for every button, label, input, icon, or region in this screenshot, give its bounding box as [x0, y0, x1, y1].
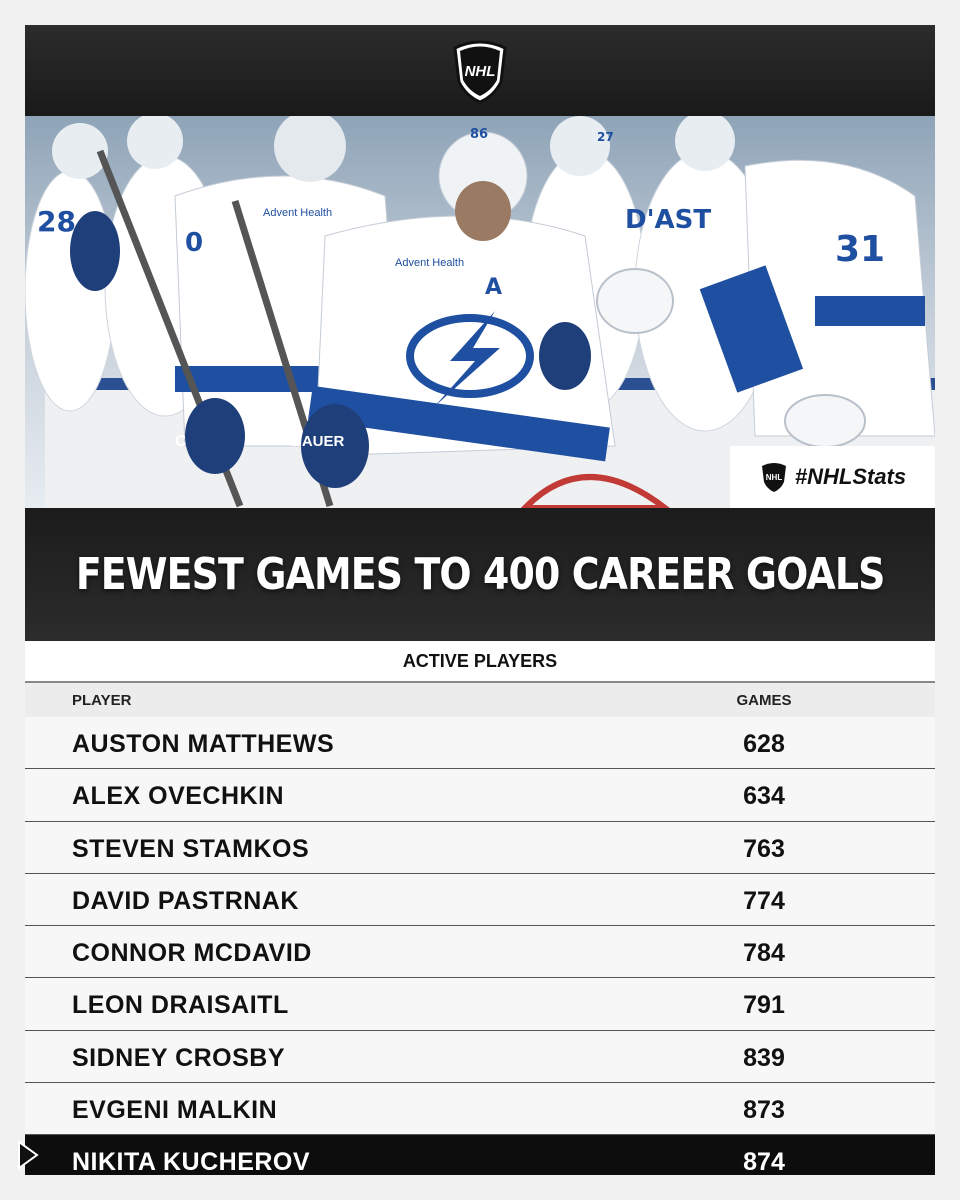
- player-name: SIDNEY CROSBY: [72, 1043, 286, 1072]
- column-header-player: PLAYER: [72, 692, 132, 709]
- table-row: LEON DRAISAITL 791: [25, 978, 935, 1031]
- nhl-logo-icon: NHL: [453, 40, 507, 104]
- svg-text:BAUER: BAUER: [291, 433, 345, 450]
- table-subtitle: ACTIVE PLAYERS: [25, 641, 935, 683]
- table-row-highlighted: NIKITA KUCHEROV 874: [25, 1135, 935, 1175]
- table-row: DAVID PASTRNAK 774: [25, 873, 935, 927]
- player-name: CONNOR MCDAVID: [72, 939, 312, 968]
- table-row: CONNOR MCDAVID 784: [25, 926, 935, 979]
- games-value: 791: [743, 991, 785, 1020]
- games-value: 874: [743, 1148, 785, 1175]
- games-value: 784: [743, 939, 785, 968]
- svg-text:31: 31: [835, 229, 885, 270]
- hashtag-text: #NHLStats: [794, 464, 907, 489]
- games-value: 839: [743, 1043, 785, 1072]
- player-name: ALEX OVECHKIN: [72, 782, 285, 811]
- svg-text:28: 28: [37, 205, 76, 238]
- column-header-games: GAMES: [736, 692, 792, 709]
- player-name: EVGENI MALKIN: [72, 1096, 278, 1125]
- games-value: 628: [743, 730, 785, 758]
- table-row: ALEX OVECHKIN 634: [25, 769, 935, 822]
- svg-text:86: 86: [470, 127, 488, 142]
- svg-text:27: 27: [597, 130, 614, 144]
- player-name: STEVEN STAMKOS: [72, 834, 310, 863]
- games-value: 634: [743, 782, 785, 811]
- column-header-row: PLAYER GAMES: [25, 683, 935, 719]
- svg-text:Advent Health: Advent Health: [395, 257, 464, 269]
- stats-card: NHL 28 D'AST 27: [25, 25, 935, 1175]
- table-row: EVGENI MALKIN 873: [25, 1083, 935, 1136]
- svg-text:D'AST: D'AST: [625, 205, 711, 235]
- title-band: FEWEST GAMES TO 400 CAREER GOALS: [25, 508, 935, 641]
- header-bar: NHL: [25, 25, 935, 116]
- svg-text:Advent Health: Advent Health: [263, 207, 332, 219]
- nhl-logo-icon: NHL: [761, 463, 786, 492]
- chart-title: FEWEST GAMES TO 400 CAREER GOALS: [75, 549, 886, 600]
- svg-text:NHL: NHL: [465, 63, 496, 80]
- table-row: AUSTON MATTHEWS 628: [25, 717, 935, 770]
- hashtag-badge: NHL #NHLStats: [730, 446, 935, 508]
- players-illustration: 28 D'AST 27 0 Advent Health CCM 86 A Adv…: [25, 116, 935, 508]
- team-photo: 28 D'AST 27 0 Advent Health CCM 86 A Adv…: [25, 116, 935, 508]
- play-triangle-icon: [18, 1140, 39, 1170]
- svg-text:0: 0: [185, 228, 203, 258]
- player-name: NIKITA KUCHEROV: [72, 1148, 311, 1175]
- table-row: STEVEN STAMKOS 763: [25, 821, 935, 874]
- svg-text:A: A: [485, 275, 502, 300]
- player-name: DAVID PASTRNAK: [72, 886, 299, 915]
- svg-text:NHL: NHL: [766, 473, 783, 482]
- games-value: 763: [743, 834, 785, 863]
- player-name: AUSTON MATTHEWS: [72, 730, 335, 758]
- table-row: SIDNEY CROSBY 839: [25, 1030, 935, 1084]
- player-name: LEON DRAISAITL: [72, 991, 289, 1020]
- games-value: 774: [743, 886, 785, 915]
- lightning-bolt-logo-icon: [406, 311, 534, 406]
- games-value: 873: [743, 1096, 785, 1125]
- table-body: AUSTON MATTHEWS 628 ALEX OVECHKIN 634 ST…: [25, 717, 935, 1175]
